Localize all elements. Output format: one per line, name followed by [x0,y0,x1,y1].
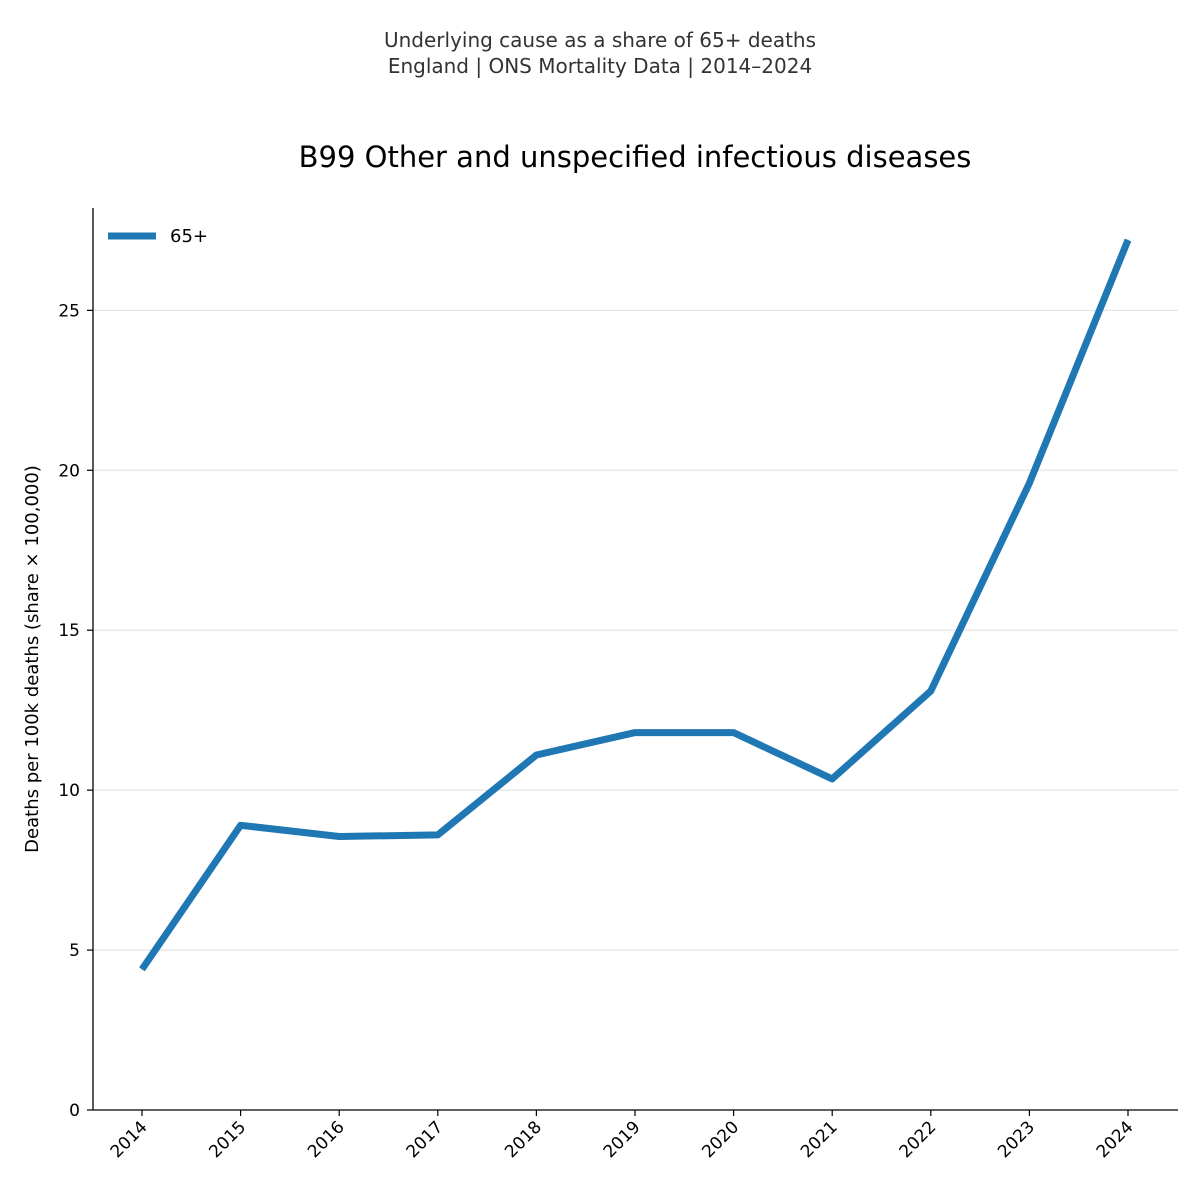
data-point [733,732,735,734]
data-point [634,732,636,734]
subtitle-line-1: Underlying cause as a share of 65+ death… [384,28,816,52]
data-point [338,836,340,838]
x-tick-label: 2018 [501,1117,546,1162]
x-tick-label: 2024 [1093,1117,1138,1162]
x-tick-label: 2021 [797,1117,842,1162]
data-point [141,968,143,970]
y-tick-label: 15 [58,621,80,641]
gridlines [93,309,1178,951]
y-tick-label: 5 [69,941,80,961]
data-point [437,834,439,836]
data-point [930,690,932,692]
chart-title: B99 Other and unspecified infectious dis… [299,140,972,174]
x-tick-label: 2022 [896,1117,941,1162]
x-tick-label: 2017 [403,1117,448,1162]
series-group [139,238,1132,972]
data-point [535,754,537,756]
series-line-65+ [139,238,1132,972]
data-point [831,778,833,780]
x-tick-label: 2016 [304,1117,349,1162]
legend: 65+ [108,226,208,247]
y-tick-label: 20 [58,461,80,481]
data-point [1028,482,1030,484]
x-tick-label: 2023 [994,1117,1039,1162]
y-axis-label: Deaths per 100k deaths (share × 100,000) [22,465,43,853]
x-tick-label: 2014 [107,1117,152,1162]
y-axis-ticks: 0 5 10 15 20 25 [58,301,93,1121]
y-tick-label: 25 [58,301,80,321]
y-tick-label: 0 [69,1101,80,1121]
x-tick-label: 2015 [205,1117,250,1162]
subtitle-line-2: England | ONS Mortality Data | 2014–2024 [388,54,812,78]
data-point [240,824,242,826]
x-tick-label: 2019 [600,1117,645,1162]
x-axis-ticks: 2014 2015 2016 2017 2018 2019 2020 2021 2022 2023… [107,1110,1138,1162]
data-point [1127,239,1129,241]
x-tick-label: 2020 [698,1117,743,1162]
legend-label: 65+ [170,226,208,247]
y-tick-label: 10 [58,781,80,801]
